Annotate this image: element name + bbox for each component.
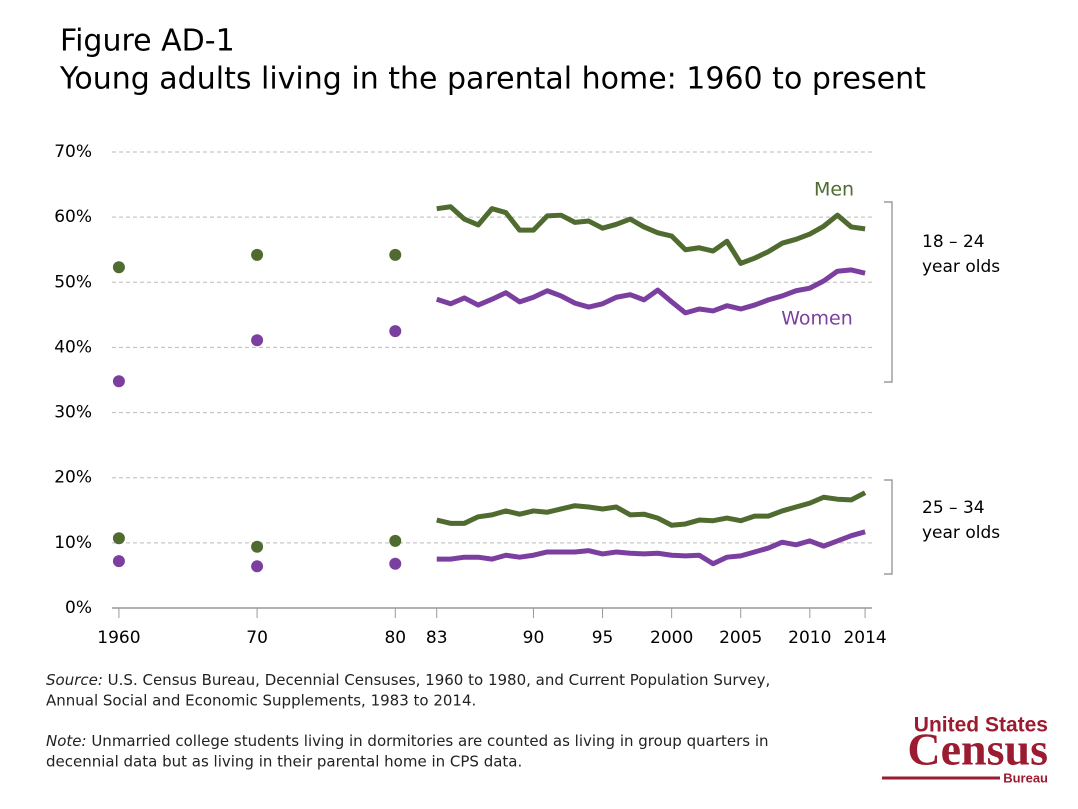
x-tick-label: 2014 <box>843 628 886 648</box>
census-point <box>112 555 125 568</box>
x-tick-label: 2010 <box>788 628 831 648</box>
x-tick-label: 90 <box>523 628 545 648</box>
x-tick-label: 1960 <box>97 628 140 648</box>
logo-bottom: Bureau <box>1003 770 1048 785</box>
x-tick-label: 83 <box>426 628 448 648</box>
census-point <box>112 532 125 545</box>
census-point <box>251 560 264 573</box>
census-point <box>112 375 125 388</box>
y-tick-label: 40% <box>54 337 92 357</box>
source-text: Annual Social and Economic Supplements, … <box>46 692 476 710</box>
note-text: decennial data but as living in their pa… <box>46 753 522 771</box>
bracket <box>884 479 893 575</box>
line <box>435 267 866 316</box>
group-label: 25 – 34 <box>922 498 985 518</box>
chart-subtitle: Young adults living in the parental home… <box>59 62 926 97</box>
census-point <box>389 325 402 338</box>
y-tick-label: 10% <box>54 533 92 553</box>
y-tick-label: 30% <box>54 403 92 423</box>
census-point <box>389 248 402 261</box>
x-tick-label: 2005 <box>719 628 762 648</box>
x-tick-label: 80 <box>384 628 406 648</box>
census-point <box>251 540 264 553</box>
census-point <box>251 334 264 347</box>
y-tick-label: 60% <box>54 207 92 227</box>
logo-main: Census <box>907 724 1048 775</box>
y-tick-label: 70% <box>54 142 92 162</box>
source-label: Source: <box>46 671 103 689</box>
x-tick-label: 2000 <box>650 628 693 648</box>
series-label: Men <box>814 179 854 201</box>
y-tick-label: 20% <box>54 468 92 488</box>
source-text: U.S. Census Bureau, Decennial Censuses, … <box>103 671 770 689</box>
group-label: year olds <box>922 257 1000 277</box>
census-point <box>389 557 402 570</box>
logo-top: United States <box>914 714 1048 737</box>
note-text: Unmarried college students living in dor… <box>87 732 769 750</box>
line <box>436 490 867 528</box>
census-point <box>389 534 402 547</box>
series-label: Women <box>781 308 853 330</box>
y-tick-label: 0% <box>65 598 92 618</box>
x-tick-label: 95 <box>592 628 614 648</box>
census-point <box>251 248 264 261</box>
line <box>436 204 866 266</box>
group-label: 18 – 24 <box>922 232 985 252</box>
chart-title: Figure AD-1 <box>60 24 235 59</box>
census-point <box>112 261 125 274</box>
note: Note: Unmarried college students living … <box>46 732 769 750</box>
bracket <box>884 201 893 383</box>
line <box>436 529 866 567</box>
x-tick-label: 70 <box>246 628 268 648</box>
note-label: Note: <box>46 732 87 750</box>
y-tick-label: 50% <box>54 272 92 292</box>
group-label: year olds <box>922 523 1000 543</box>
source: Source: U.S. Census Bureau, Decennial Ce… <box>46 671 770 689</box>
